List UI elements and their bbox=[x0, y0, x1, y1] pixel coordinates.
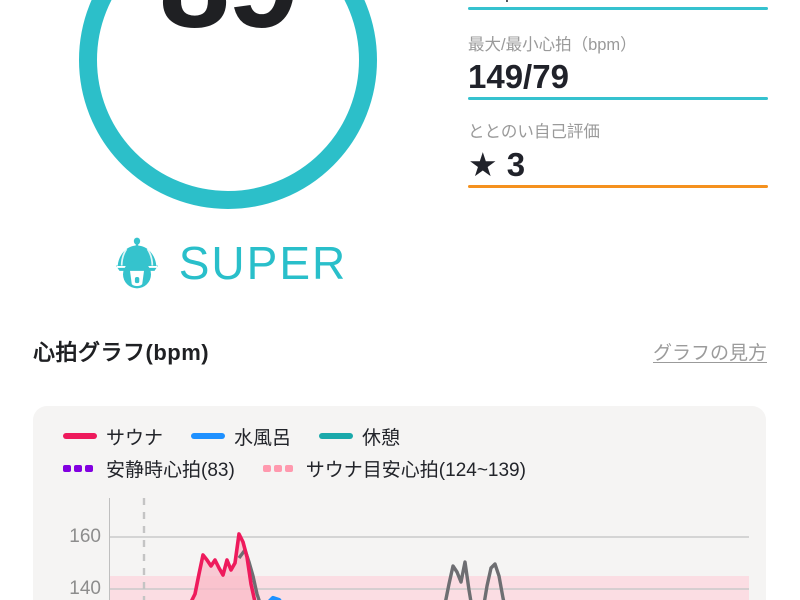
stat-label: ととのい自己評価 bbox=[468, 123, 600, 142]
score-ring-container: 89 bbox=[28, 0, 428, 220]
legend-swatch-cold-bath-icon bbox=[191, 433, 226, 439]
stats-list: 99pt 最大/最小心拍（bpm） 149/79 ととのい自己評価 ★ 3 bbox=[468, 0, 768, 188]
heart-rate-chart-card: サウナ 水風呂 休憩 安静時心拍(83) bbox=[33, 406, 766, 600]
sauna-area-fill bbox=[192, 534, 255, 600]
rank-badge: SUPER bbox=[28, 228, 428, 298]
y-tick-label: 140 bbox=[69, 578, 101, 599]
legend-swatch-sauna-target-icon bbox=[262, 464, 297, 472]
stat-divider-orange bbox=[468, 184, 768, 188]
stat-value: 149/79 bbox=[468, 58, 569, 96]
chart-legend: サウナ 水風呂 休憩 安静時心拍(83) bbox=[63, 420, 743, 484]
stat-label: 最大/最小心拍（bpm） bbox=[468, 35, 637, 54]
legend-label: 水風呂 bbox=[234, 427, 292, 449]
legend-item-rest[interactable]: 休憩 bbox=[319, 423, 400, 450]
legend-item-resting-hr[interactable]: 安静時心拍(83) bbox=[63, 455, 235, 482]
stat-value: 99 bbox=[468, 0, 505, 5]
rank-label: SUPER bbox=[178, 237, 348, 289]
legend-swatch-sauna-icon bbox=[63, 433, 97, 439]
legend-row-solid: サウナ 水風呂 休憩 bbox=[63, 420, 743, 452]
y-tick-label: 160 bbox=[69, 526, 101, 547]
score-value: 89 bbox=[28, 0, 428, 48]
score-ring-arc bbox=[79, 0, 377, 209]
legend-label: サウナ目安心拍(124~139) bbox=[305, 459, 526, 481]
raw-hr-line-right bbox=[444, 560, 506, 600]
legend-swatch-resting-hr-icon bbox=[63, 464, 97, 472]
legend-row-dotted: 安静時心拍(83) サウナ目安心拍(124~139) bbox=[63, 452, 743, 484]
legend-item-sauna-target-hr[interactable]: サウナ目安心拍(124~139) bbox=[262, 455, 526, 482]
page-title: 心拍グラフ(bpm) bbox=[33, 340, 210, 365]
stat-score-points: 99pt bbox=[468, 0, 768, 10]
legend-item-cold-bath[interactable]: 水風呂 bbox=[191, 423, 291, 450]
legend-swatch-rest-icon bbox=[319, 433, 354, 439]
cold-bath-line bbox=[268, 595, 282, 600]
stat-value: ★ 3 bbox=[468, 145, 526, 183]
stat-totonoi-self-rating: ととのい自己評価 ★ 3 bbox=[468, 122, 768, 188]
legend-label: 安静時心拍(83) bbox=[106, 459, 235, 481]
sauna-line bbox=[189, 532, 257, 600]
chart-y-axis: 160 140 bbox=[33, 498, 101, 600]
stat-value-row: 99pt bbox=[468, 0, 768, 7]
sauna-hat-character-icon bbox=[115, 237, 158, 289]
stat-max-min-heart-rate: 最大/最小心拍（bpm） 149/79 bbox=[468, 35, 768, 101]
stat-unit: pt bbox=[505, 0, 522, 3]
legend-label: サウナ bbox=[106, 427, 164, 449]
heart-rate-plot bbox=[109, 498, 749, 600]
stat-divider-teal bbox=[468, 97, 768, 101]
legend-item-sauna[interactable]: サウナ bbox=[63, 423, 163, 450]
graph-section-header: 心拍グラフ(bpm) グラフの見方 bbox=[0, 334, 800, 368]
stat-divider-teal bbox=[468, 6, 768, 10]
legend-label: 休憩 bbox=[362, 427, 401, 449]
graph-help-link[interactable]: グラフの見方 bbox=[652, 342, 767, 364]
